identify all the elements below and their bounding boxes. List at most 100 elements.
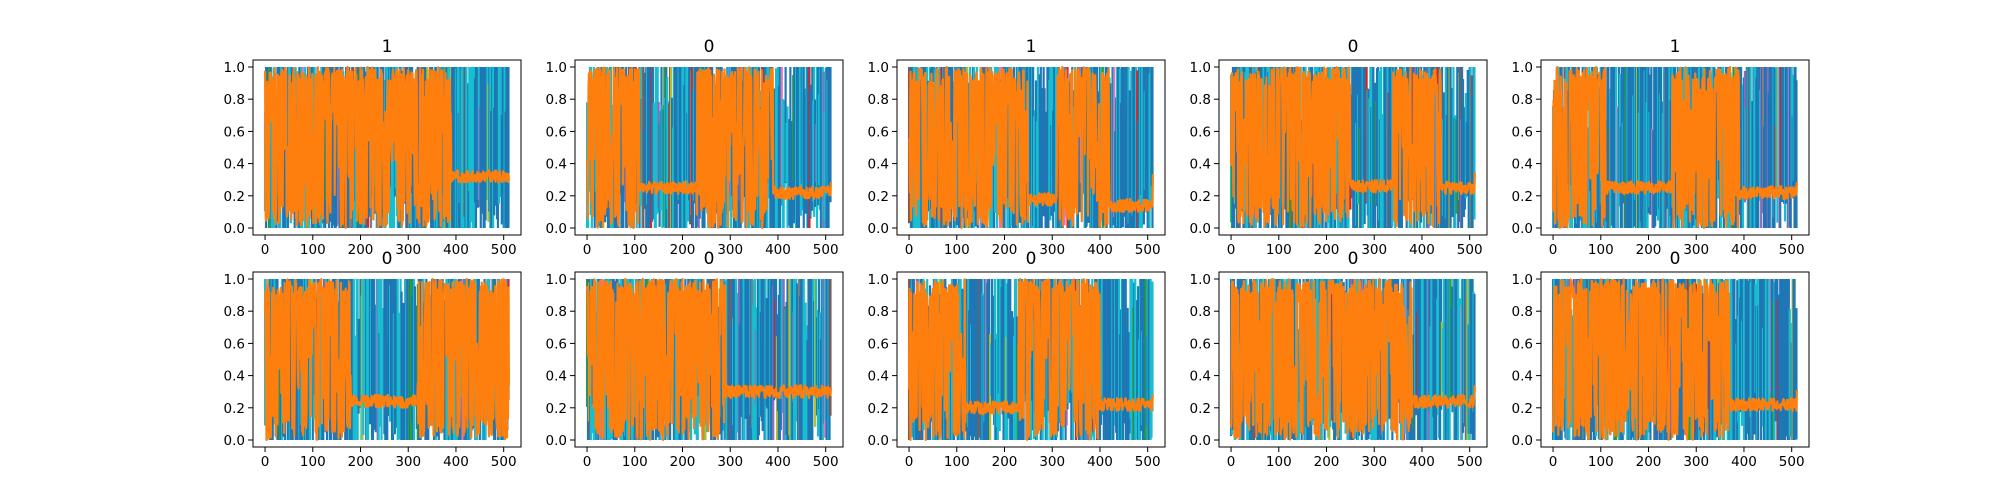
x-tick-label: 100 xyxy=(1266,242,1292,258)
x-tick-label: 100 xyxy=(1266,454,1292,470)
panel-title: 0 xyxy=(1670,249,1681,269)
subplot-5: 1 0 100 200 300 400 500 0.0 0.2 0.4 0.6 0.8 1.0 xyxy=(1512,37,1810,258)
x-tick-label: 200 xyxy=(670,454,696,470)
x-tick-label: 300 xyxy=(1361,454,1387,470)
axes-frame xyxy=(252,271,522,448)
x-tick-label: 100 xyxy=(944,242,970,258)
x-tick-label: 0 xyxy=(261,242,270,258)
y-tick-label: 0.4 xyxy=(224,369,245,385)
plot-area xyxy=(1551,65,1798,229)
y-tick-label: 0.8 xyxy=(224,92,245,108)
y-tick-label: 0.0 xyxy=(1512,221,1533,237)
y-tick-label: 1.0 xyxy=(546,60,567,76)
y-tick-label: 0.4 xyxy=(1190,157,1211,173)
y-tick-label: 0.2 xyxy=(1190,189,1211,205)
x-tick-label: 400 xyxy=(443,454,469,470)
x-tick-label: 300 xyxy=(395,454,421,470)
axes-frame xyxy=(1218,271,1488,448)
panel-title: 0 xyxy=(382,249,393,269)
y-tick-label: 0.2 xyxy=(224,401,245,417)
panel-title: 0 xyxy=(704,249,715,269)
x-tick-label: 400 xyxy=(1731,242,1757,258)
x-tick-label: 200 xyxy=(348,242,374,258)
y-tick-label: 0.4 xyxy=(868,157,889,173)
y-tick-label: 0.0 xyxy=(224,433,245,449)
y-tick-label: 0.8 xyxy=(868,92,889,108)
plot-area xyxy=(1229,278,1476,441)
x-tick-label: 100 xyxy=(622,242,648,258)
y-tick-label: 1.0 xyxy=(224,272,245,288)
subplot-6: 0 0 100 200 300 400 500 0.0 0.2 0.4 0.6 0.8 1.0 xyxy=(224,249,522,470)
y-tick-label: 0.0 xyxy=(1190,221,1211,237)
x-tick-label: 400 xyxy=(1731,454,1757,470)
x-tick-label: 100 xyxy=(300,454,326,470)
y-tick-label: 0.4 xyxy=(546,369,567,385)
x-tick-label: 300 xyxy=(717,454,743,470)
y-tick-label: 1.0 xyxy=(1190,60,1211,76)
panel-title: 0 xyxy=(1348,249,1359,269)
x-tick-label: 300 xyxy=(717,242,743,258)
highlighted-series-line xyxy=(1551,65,1798,229)
axes-frame xyxy=(896,59,1166,236)
highlighted-series-line xyxy=(1552,278,1798,441)
y-tick-label: 1.0 xyxy=(868,60,889,76)
y-tick-label: 1.0 xyxy=(1512,60,1533,76)
x-tick-label: 500 xyxy=(491,454,517,470)
axes-frame xyxy=(1218,59,1488,236)
y-tick-label: 0.6 xyxy=(868,336,889,352)
x-tick-label: 400 xyxy=(1087,242,1113,258)
y-tick-label: 0.0 xyxy=(868,433,889,449)
x-tick-label: 0 xyxy=(583,454,592,470)
x-tick-label: 200 xyxy=(348,454,374,470)
highlighted-series-line xyxy=(907,278,1154,441)
y-tick-label: 0.8 xyxy=(1512,92,1533,108)
plot-area xyxy=(585,277,832,441)
x-tick-label: 100 xyxy=(1588,454,1614,470)
y-tick-label: 1.0 xyxy=(868,272,889,288)
y-tick-label: 0.4 xyxy=(546,157,567,173)
y-tick-label: 0.0 xyxy=(868,221,889,237)
x-tick-label: 0 xyxy=(905,242,914,258)
x-tick-label: 100 xyxy=(622,454,648,470)
y-tick-label: 0.6 xyxy=(1512,124,1533,140)
y-tick-label: 0.0 xyxy=(1190,433,1211,449)
x-tick-label: 500 xyxy=(813,242,839,258)
highlighted-series-line xyxy=(586,66,832,229)
y-tick-label: 0.8 xyxy=(546,92,567,108)
x-tick-label: 400 xyxy=(765,454,791,470)
subplot-2: 0 0 100 200 300 400 500 0.0 0.2 0.4 0.6 0.8 1.0 xyxy=(546,37,844,258)
x-tick-label: 500 xyxy=(1457,242,1483,258)
y-tick-label: 0.4 xyxy=(1512,369,1533,385)
y-tick-label: 0.2 xyxy=(546,189,567,205)
x-tick-label: 100 xyxy=(1588,242,1614,258)
x-tick-label: 500 xyxy=(813,454,839,470)
highlighted-series-line xyxy=(1229,66,1476,229)
x-tick-label: 0 xyxy=(261,454,270,470)
panel-title: 1 xyxy=(1670,37,1681,57)
y-tick-label: 0.0 xyxy=(546,433,567,449)
plot-area xyxy=(907,278,1154,441)
y-tick-label: 0.6 xyxy=(546,124,567,140)
axes-frame xyxy=(896,271,1166,448)
x-tick-label: 200 xyxy=(1314,242,1340,258)
x-tick-label: 0 xyxy=(583,242,592,258)
x-tick-label: 0 xyxy=(1549,454,1558,470)
x-tick-label: 500 xyxy=(1135,454,1161,470)
x-tick-label: 0 xyxy=(1227,242,1236,258)
plot-area xyxy=(1229,66,1476,229)
panel-title: 0 xyxy=(1026,249,1037,269)
y-tick-label: 0.4 xyxy=(1190,369,1211,385)
plot-area xyxy=(263,65,510,229)
plot-area xyxy=(907,65,1154,229)
y-tick-label: 0.4 xyxy=(1512,157,1533,173)
y-tick-label: 0.8 xyxy=(224,304,245,320)
y-tick-label: 0.8 xyxy=(868,304,889,320)
subplot-8: 0 0 100 200 300 400 500 0.0 0.2 0.4 0.6 0.8 1.0 xyxy=(868,249,1166,470)
highlighted-series-line xyxy=(264,277,510,441)
y-tick-label: 0.6 xyxy=(1190,336,1211,352)
x-tick-label: 100 xyxy=(944,454,970,470)
panel-title: 1 xyxy=(382,37,393,57)
panel-title: 1 xyxy=(1026,37,1037,57)
x-tick-label: 500 xyxy=(491,242,517,258)
